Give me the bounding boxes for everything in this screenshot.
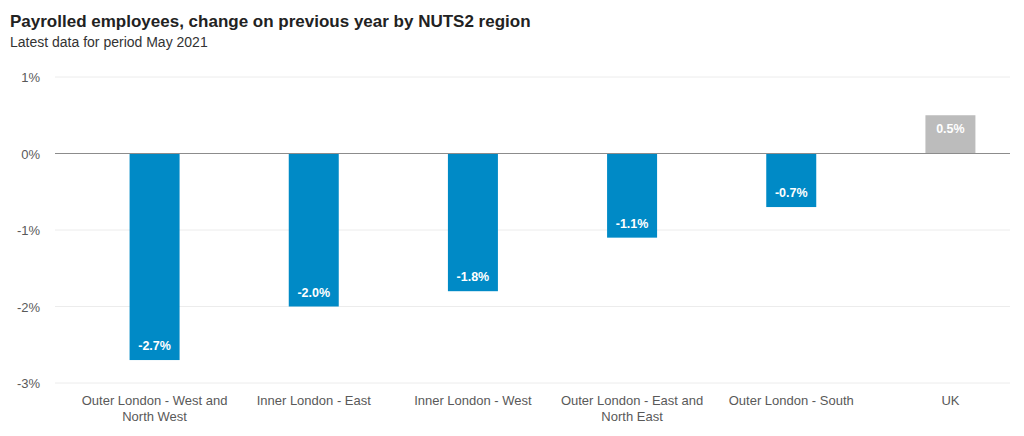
- x-tick-label: Inner London - West: [414, 393, 532, 408]
- bar: [766, 154, 816, 208]
- x-tick-label: Outer London - South: [729, 393, 854, 408]
- data-label: -2.7%: [138, 339, 171, 353]
- data-label: -0.7%: [775, 186, 808, 200]
- x-tick-label: Outer London - West andNorth West: [82, 393, 228, 424]
- x-tick-label: Inner London - East: [257, 393, 372, 408]
- bar: [130, 154, 180, 361]
- bar: [925, 115, 975, 153]
- x-tick-label: UK: [941, 393, 959, 408]
- chart-root: Payrolled employees, change on previous …: [0, 0, 1024, 436]
- title: Payrolled employees, change on previous …: [10, 12, 531, 31]
- bar: [289, 154, 339, 307]
- bars: [130, 115, 976, 360]
- chart-svg: Payrolled employees, change on previous …: [0, 0, 1024, 436]
- grid-line: [55, 383, 1010, 384]
- bar: [607, 154, 657, 238]
- y-tick-label: -2%: [17, 300, 41, 315]
- subtitle: Latest data for period May 2021: [10, 34, 208, 50]
- y-tick-label: 0%: [21, 147, 40, 162]
- grid-line: [55, 230, 1010, 231]
- data-label: -1.1%: [616, 217, 649, 231]
- data-label: 0.5%: [936, 122, 965, 136]
- data-label: -1.8%: [457, 270, 490, 284]
- y-tick-label: -1%: [17, 223, 41, 238]
- grid-line: [55, 77, 1010, 78]
- bar: [448, 154, 498, 292]
- zero-line: [55, 153, 1010, 154]
- y-tick-label: 1%: [21, 70, 40, 85]
- x-tick-label: Outer London - East andNorth East: [561, 393, 703, 424]
- grid-line: [55, 306, 1010, 307]
- data-label: -2.0%: [297, 286, 330, 300]
- y-tick-label: -3%: [17, 376, 41, 391]
